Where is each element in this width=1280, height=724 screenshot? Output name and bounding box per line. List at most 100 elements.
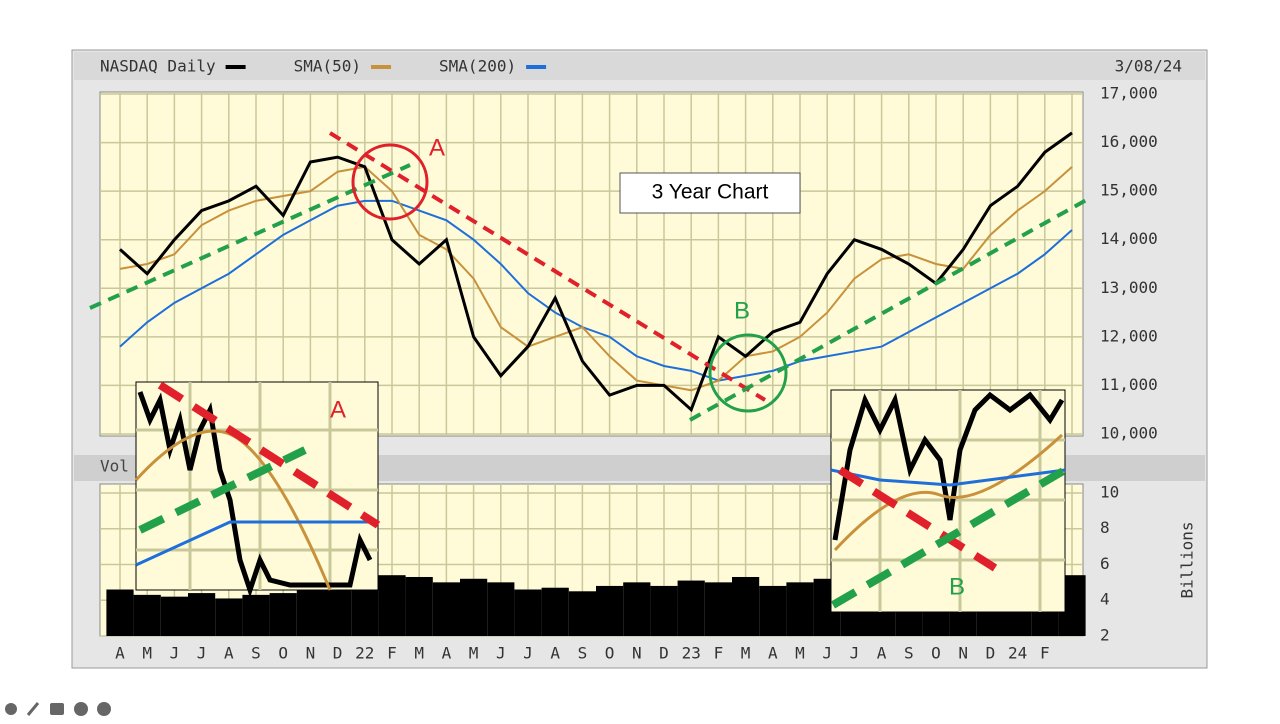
x-tick-label: M <box>142 644 152 663</box>
inset-sma <box>833 433 1064 552</box>
volume-bar <box>514 589 542 636</box>
x-tick-label: J <box>496 644 506 663</box>
highlight-circle <box>351 143 429 221</box>
x-tick-label: A <box>877 644 887 663</box>
inset-b: B <box>830 389 1068 613</box>
x-tick-label: 22 <box>355 644 374 663</box>
x-tick-label: S <box>251 644 261 663</box>
inset-price <box>832 391 1065 541</box>
volume-bar <box>133 594 161 636</box>
x-tick-label: J <box>523 644 533 663</box>
volume-bar <box>378 575 406 636</box>
player-controls <box>5 702 111 716</box>
y-tick-label: 16,000 <box>1100 132 1158 151</box>
x-tick-label: S <box>578 644 588 663</box>
x-tick-label: A <box>442 644 452 663</box>
annotation-b: B <box>734 297 750 324</box>
inset-grid <box>136 382 378 590</box>
plot: A M J J A S O N D 22 F M A M J J A S O N D 23 F M A M J J A S O N D 24 F10… <box>100 57 1158 663</box>
volume-title: Vol <box>100 457 129 476</box>
trend-line <box>689 196 1091 422</box>
volume-bar <box>269 593 297 636</box>
volume-bar <box>568 591 596 636</box>
y-tick-label: 10,000 <box>1100 424 1158 443</box>
y-tick-label: 8 <box>1100 518 1110 537</box>
inset-sma <box>830 468 1066 487</box>
x-tick-label: F <box>387 644 397 663</box>
x-tick-label: O <box>931 644 941 663</box>
volume-bar <box>623 582 651 636</box>
y-tick-label: 10 <box>1100 482 1119 501</box>
x-tick-label: S <box>904 644 914 663</box>
label-box <box>619 172 801 214</box>
volume-bar <box>106 589 134 636</box>
x-tick-label: A <box>550 644 560 663</box>
inset-frame <box>135 381 379 591</box>
volume-bar <box>677 580 705 636</box>
y-tick-label: 17,000 <box>1100 84 1158 103</box>
control-next[interactable] <box>97 702 111 716</box>
chart-caption: 3 Year Chart <box>652 181 769 204</box>
x-tick-label: J <box>822 644 832 663</box>
x-tick-label: J <box>850 644 860 663</box>
legend-label: NASDAQ Daily <box>100 57 216 76</box>
y-tick-label: 14,000 <box>1100 229 1158 248</box>
x-tick-label: D <box>659 644 669 663</box>
volume-bar <box>432 582 460 636</box>
x-tick-label: F <box>714 644 724 663</box>
y-tick-label: 2 <box>1100 626 1110 645</box>
inset-trend <box>138 446 307 534</box>
control-cc[interactable] <box>50 703 64 715</box>
price-pane <box>99 91 1084 437</box>
x-tick-label: F <box>1040 644 1050 663</box>
inset-sma <box>135 520 375 567</box>
x-tick-label: N <box>958 644 968 663</box>
header-strip <box>74 52 1205 80</box>
trend-line <box>328 131 767 402</box>
y-tick-label: 15,000 <box>1100 181 1158 200</box>
y-tick-label: 11,000 <box>1100 375 1158 394</box>
x-tick-label: O <box>278 644 288 663</box>
volume-axis-label: Billions <box>1178 521 1197 598</box>
inset-a: A <box>134 381 381 598</box>
price-line <box>119 199 1073 382</box>
x-tick-label: M <box>469 644 479 663</box>
x-tick-label: A <box>768 644 778 663</box>
x-tick-label: M <box>741 644 751 663</box>
x-tick-label: N <box>306 644 316 663</box>
legend-label: SMA(50) <box>294 57 361 76</box>
inset-label: B <box>949 573 965 600</box>
control-prev[interactable] <box>5 703 17 715</box>
y-tick-label: 12,000 <box>1100 326 1158 345</box>
x-tick-label: J <box>170 644 180 663</box>
volume-bar <box>487 582 515 636</box>
annotation-a: A <box>429 134 445 161</box>
x-tick-label: J <box>197 644 207 663</box>
volume-bar <box>405 576 433 636</box>
x-tick-label: N <box>632 644 642 663</box>
inset-trend <box>837 466 998 572</box>
inset-trend <box>157 381 381 529</box>
volume-bar <box>242 594 270 636</box>
control-menu[interactable] <box>74 702 88 716</box>
volume-bar <box>759 585 787 636</box>
x-tick-label: M <box>414 644 424 663</box>
volume-bar <box>296 585 324 636</box>
volume-bar <box>732 576 760 636</box>
volume-bar <box>460 578 488 636</box>
volume-bar <box>188 593 216 636</box>
x-tick-label: D <box>986 644 996 663</box>
volume-bar <box>650 585 678 636</box>
y-tick-label: 13,000 <box>1100 278 1158 297</box>
inset-label: A <box>330 396 346 423</box>
volume-bar <box>596 585 624 636</box>
price-line <box>119 165 1073 392</box>
annotations: A B 3 Year Chart A B <box>89 131 1091 613</box>
inset-trend <box>830 466 1068 609</box>
x-tick-label: 23 <box>682 644 701 663</box>
x-tick-label: O <box>605 644 615 663</box>
y-tick-label: 6 <box>1100 554 1110 573</box>
control-pen[interactable] <box>26 702 40 716</box>
volume-bar <box>324 582 352 636</box>
y-tick-label: 4 <box>1100 590 1110 609</box>
